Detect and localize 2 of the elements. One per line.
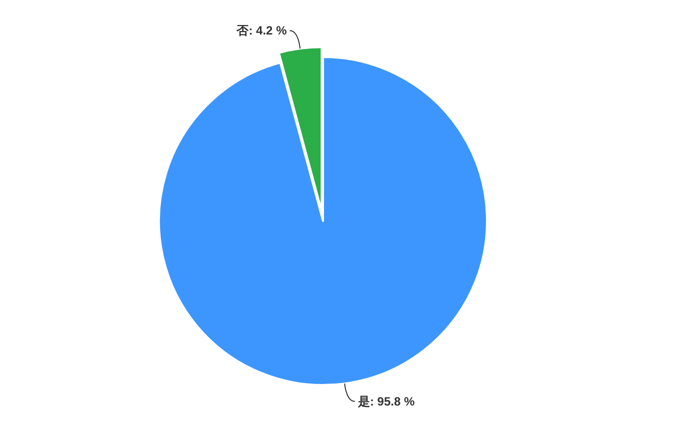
slice-label: 否: 4.2 % bbox=[236, 24, 288, 38]
slice-label: 是: 95.8 % bbox=[356, 394, 415, 408]
